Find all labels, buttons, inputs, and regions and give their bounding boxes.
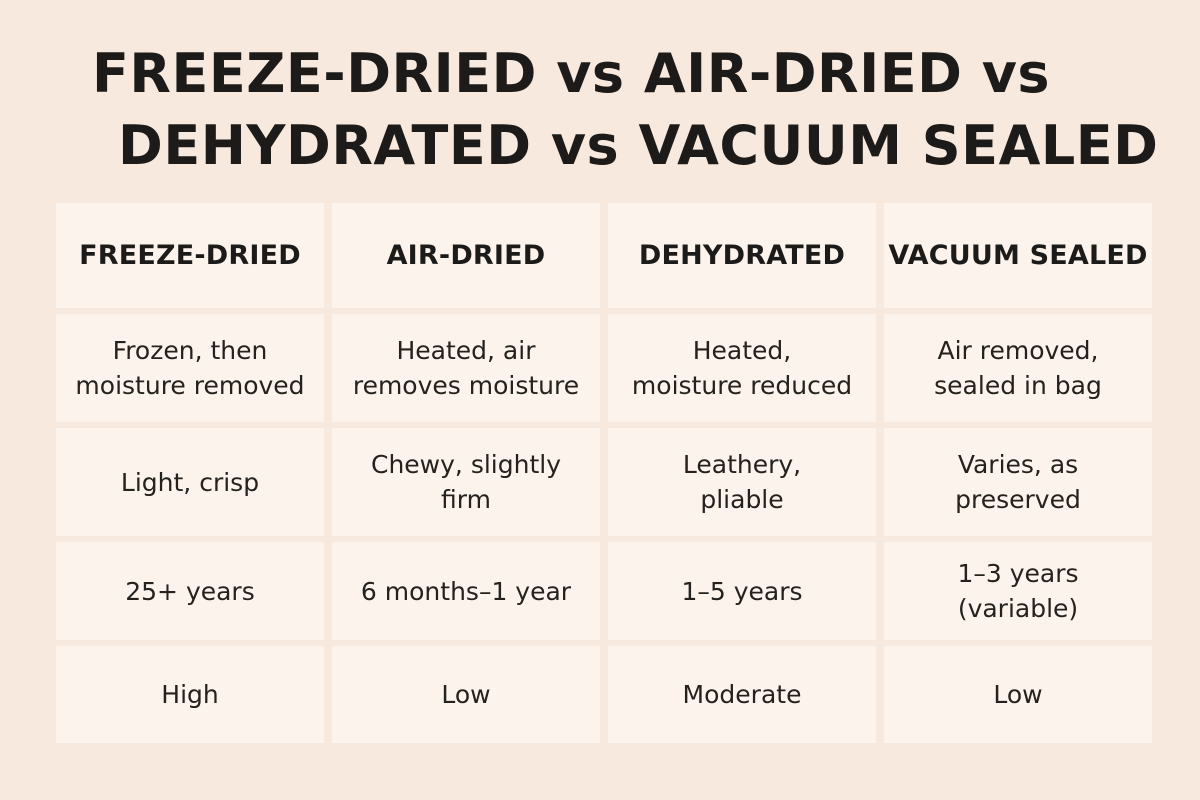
title-line-1: FREEZE-DRIED vs AIR-DRIED vs [92, 42, 1051, 105]
table-cell: 1–5 years [608, 542, 876, 640]
title-line-2: DEHYDRATED vs VACUUM SEALED [118, 114, 1159, 177]
table-cell: Low [332, 646, 600, 743]
table-cell: 6 months–1 year [332, 542, 600, 640]
table-cell: Varies, as preserved [884, 428, 1152, 536]
cell-text: Low [993, 680, 1043, 709]
table-cell: Leathery, pliable [608, 428, 876, 536]
cell-text: Light, crisp [120, 467, 260, 497]
cell-text: 6 months–1 year [360, 576, 572, 606]
cell-text: 25+ years [125, 576, 255, 606]
table-cell: Frozen, then moisture removed [56, 314, 324, 422]
cell-text: Air removed, sealed in bag [934, 336, 1102, 400]
cell-text: Chewy, slightly firm [371, 450, 561, 514]
header-label: FREEZE-DRIED [79, 239, 301, 271]
cell-text: Frozen, then moisture removed [75, 336, 305, 400]
cell-text: Heated, air removes moisture [352, 336, 580, 400]
table-cell: Heated, moisture reduced [608, 314, 876, 422]
cell-text: Heated, moisture reduced [631, 336, 853, 400]
cell-text: 1–5 years [681, 576, 803, 606]
header-vacuum-sealed: VACUUM SEALED [884, 203, 1152, 308]
header-air-dried: AIR-DRIED [332, 203, 600, 308]
table-cell: 1–3 years (variable) [884, 542, 1152, 640]
header-freeze-dried: FREEZE-DRIED [56, 203, 324, 308]
table-cell: Air removed, sealed in bag [884, 314, 1152, 422]
header-dehydrated: DEHYDRATED [608, 203, 876, 308]
table-cell: Low [884, 646, 1152, 743]
table-cell: Moderate [608, 646, 876, 743]
table-cell: Chewy, slightly firm [332, 428, 600, 536]
table-cell: Heated, air removes moisture [332, 314, 600, 422]
header-label: AIR-DRIED [386, 239, 546, 271]
cell-text: Low [441, 680, 491, 709]
cell-text: High [161, 680, 219, 709]
header-label: DEHYDRATED [638, 239, 846, 271]
cell-text: Leathery, pliable [682, 450, 802, 514]
cell-text: 1–3 years (variable) [957, 559, 1079, 623]
header-label: VACUUM SEALED [888, 239, 1148, 271]
cell-text: Varies, as preserved [955, 450, 1081, 514]
cell-text: Moderate [682, 680, 802, 709]
comparison-table: FREEZE-DRIED AIR-DRIED DEHYDRATED VACUUM… [56, 203, 1152, 743]
table-cell: 25+ years [56, 542, 324, 640]
table-cell: High [56, 646, 324, 743]
table-cell: Light, crisp [56, 428, 324, 536]
